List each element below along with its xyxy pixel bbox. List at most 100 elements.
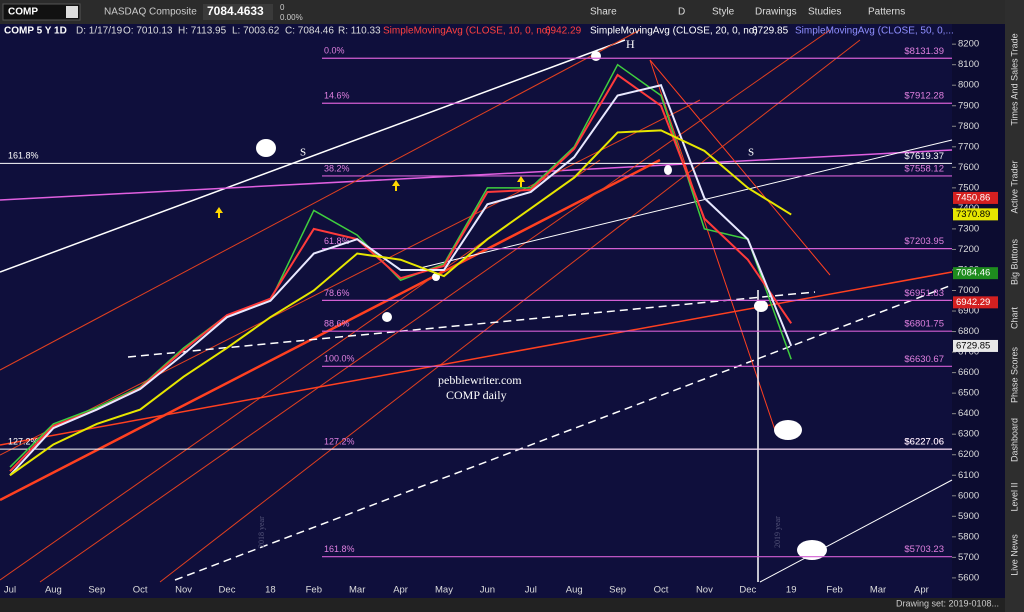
- side-tab[interactable]: Level II: [1009, 482, 1019, 511]
- fib-price: $6951.83: [904, 288, 944, 299]
- trend-line: [39, 29, 831, 583]
- y-tick-label: 6900: [958, 306, 979, 317]
- oval-marker: [664, 165, 672, 175]
- x-tick-label: Jul: [525, 585, 537, 596]
- extension-name: 161.8%: [8, 151, 39, 161]
- side-tab[interactable]: Phase Scores: [1009, 346, 1019, 403]
- annotation: S: [300, 147, 306, 159]
- study-value: 6729.85: [752, 26, 789, 37]
- trend-line: [419, 139, 953, 269]
- oval-marker: [591, 51, 601, 61]
- x-tick-label: Oct: [654, 585, 669, 596]
- y-tick-label: 5800: [958, 531, 979, 542]
- ohlc-range: R: 110.33: [338, 26, 381, 37]
- y-tick-label: 7900: [958, 100, 979, 111]
- fib-price: $7558.12: [904, 163, 944, 174]
- fib-price: $8131.39: [904, 46, 944, 57]
- arrow-up: [392, 180, 400, 191]
- fib-name: 88.6%: [324, 319, 350, 329]
- side-tab[interactable]: Chart: [1009, 307, 1019, 330]
- oval-marker: [382, 312, 392, 322]
- trend-line: [174, 284, 953, 581]
- price-marker-label: 7370.89: [956, 209, 990, 220]
- x-tick-label: Sep: [609, 585, 626, 596]
- fib-name: 127.2%: [324, 437, 355, 447]
- side-tab[interactable]: Big Buttons: [1009, 238, 1019, 285]
- y-tick-label: 6700: [958, 347, 979, 358]
- status-text: Drawing set: 2019-0108...: [896, 598, 999, 608]
- last-box: [203, 4, 273, 20]
- ohlc-high: H: 7113.95: [178, 26, 227, 37]
- y-tick-label: 6200: [958, 449, 979, 460]
- x-tick-label: 18: [265, 585, 276, 596]
- annotation: pebblewriter.com: [438, 373, 522, 387]
- side-tab[interactable]: Times And Sales: [1009, 58, 1019, 126]
- side-tab[interactable]: Live News: [1009, 534, 1019, 576]
- fib-name: 14.6%: [324, 91, 350, 101]
- y-tick-label: 8000: [958, 80, 979, 91]
- fib-price: $7912.28: [904, 91, 944, 102]
- change: 0: [280, 3, 285, 12]
- price-marker-label: 7450.86: [956, 192, 990, 203]
- ohlc-open: O: 7010.13: [123, 26, 173, 37]
- annotation: S: [748, 147, 754, 159]
- fib-price: $7203.95: [904, 236, 944, 247]
- trend-line: [0, 149, 953, 201]
- toolbar-button[interactable]: Studies: [808, 7, 841, 18]
- trend-line: [0, 39, 626, 273]
- symbol-period: COMP 5 Y 1D: [4, 26, 67, 37]
- y-tick-label: 7300: [958, 223, 979, 234]
- price-axis-bg: [952, 24, 1005, 598]
- x-tick-label: May: [435, 585, 453, 596]
- y-tick-label: 6800: [958, 326, 979, 337]
- side-tab[interactable]: Dashboard: [1009, 418, 1019, 462]
- trend-line: [0, 29, 641, 371]
- toolbar-button[interactable]: Drawings: [755, 7, 797, 18]
- symbol-dropdown[interactable]: [66, 6, 78, 18]
- arrow-up: [215, 207, 223, 218]
- price-marker-label: 7084.46: [956, 268, 990, 279]
- symbol-box[interactable]: [2, 3, 81, 21]
- x-tick-label: Dec: [219, 585, 236, 596]
- y-tick-label: 6300: [958, 429, 979, 440]
- side-tab[interactable]: Trade: [1009, 33, 1019, 56]
- ohlc-low: L: 7003.62: [232, 26, 280, 37]
- x-tick-label: Jun: [480, 585, 495, 596]
- fib-price: $6630.67: [904, 354, 944, 365]
- fib-name: 0.0%: [324, 46, 345, 56]
- extension-price: $6227.06: [904, 437, 944, 448]
- x-tick-label: Feb: [826, 585, 842, 596]
- arrow-up: [517, 176, 525, 187]
- price-marker-label: 6942.29: [956, 297, 990, 308]
- trend-line: [759, 479, 953, 583]
- side-tab[interactable]: Active Trader: [1009, 160, 1019, 213]
- fib-price: $6801.75: [904, 319, 944, 330]
- oval-marker: [774, 420, 802, 440]
- trend-line: [649, 59, 776, 431]
- last-price: 7084.4633: [207, 4, 264, 18]
- price-marker: [953, 267, 998, 280]
- annotation: COMP daily: [446, 388, 507, 402]
- x-tick-label: Jul: [4, 585, 16, 596]
- y-tick-label: 7000: [958, 285, 979, 296]
- toolbar-button[interactable]: D: [678, 7, 685, 18]
- description: NASDAQ Composite: [104, 7, 197, 18]
- oval-marker: [432, 273, 440, 281]
- study-legend: SimpleMovingAvg (CLOSE, 10, 0, no): [383, 26, 551, 37]
- y-tick-label: 5700: [958, 552, 979, 563]
- toolbar-button[interactable]: Patterns: [868, 7, 905, 18]
- toolbar-button[interactable]: Share: [590, 7, 617, 18]
- toolbar-button[interactable]: Style: [712, 7, 735, 18]
- study-legend: SimpleMovingAvg (CLOSE, 20, 0, no): [590, 26, 758, 37]
- extension-name: 127.2%: [8, 437, 39, 447]
- oval-marker: [754, 300, 768, 312]
- fib-name: 78.6%: [324, 288, 350, 298]
- trend-line: [159, 39, 861, 583]
- symbol[interactable]: COMP: [8, 7, 38, 18]
- fib-name: 100.0%: [324, 354, 355, 364]
- y-tick-label: 5900: [958, 511, 979, 522]
- fib-price: $6227.06: [904, 437, 944, 448]
- y-tick-label: 6000: [958, 490, 979, 501]
- y-tick-label: 8200: [958, 39, 979, 50]
- ohlc-close: C: 7084.46: [285, 26, 334, 37]
